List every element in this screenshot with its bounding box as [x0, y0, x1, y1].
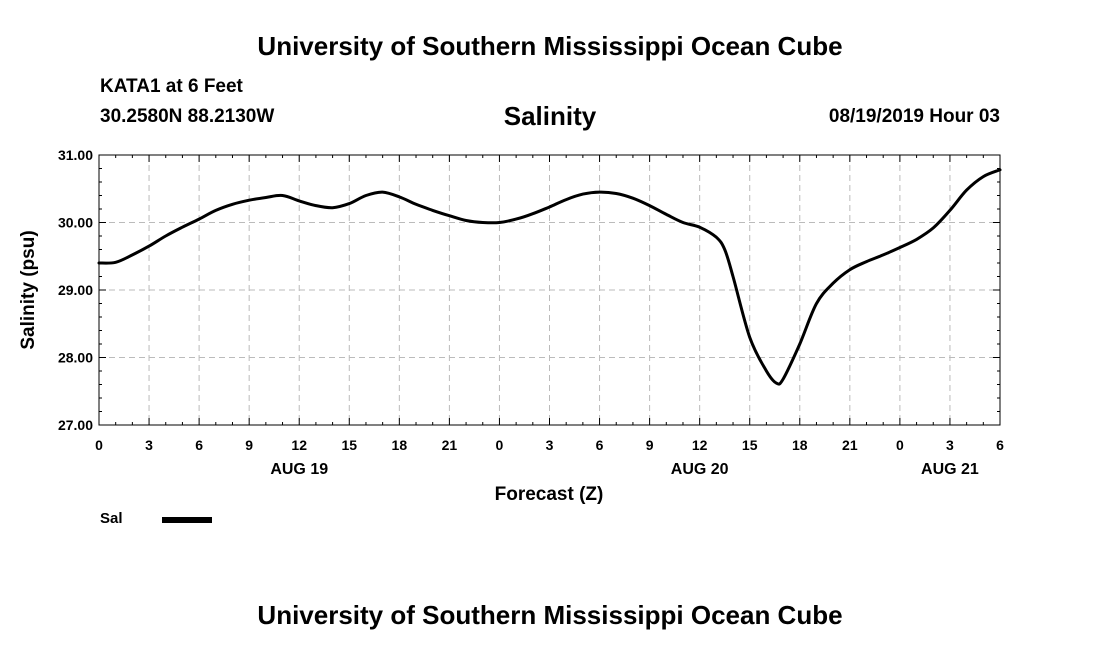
x-tick-label: 3 [145, 437, 153, 453]
legend-line-swatch [162, 517, 212, 523]
series-line-sal [97, 168, 1002, 386]
x-axis-label: Forecast (Z) [495, 484, 604, 505]
date-label: AUG 20 [671, 461, 729, 478]
x-tick-label: 9 [245, 437, 253, 453]
x-tick-label: 0 [496, 437, 504, 453]
x-axis-tick-labels: 0 3 6 9 12 15 18 21 0 3 6 9 12 15 18 21 0 3 6 [95, 437, 1004, 453]
x-tick-label: 15 [341, 437, 357, 453]
x-tick-label: 21 [442, 437, 458, 453]
x-tick-label: 15 [742, 437, 758, 453]
legend-label: Sal [100, 510, 123, 527]
x-tick-label: 12 [291, 437, 307, 453]
x-tick-label: 0 [896, 437, 904, 453]
axis-ticks [98, 154, 1001, 426]
x-tick-label: 12 [692, 437, 708, 453]
y-tick-label: 31.00 [58, 147, 93, 163]
y-axis-label: Salinity (psu) [18, 230, 39, 349]
x-tick-label: 6 [596, 437, 604, 453]
x-tick-label: 6 [996, 437, 1004, 453]
station-coordinates: 30.2580N 88.2130W [100, 106, 275, 127]
date-labels: AUG 19 AUG 20 AUG 21 [270, 461, 979, 478]
x-tick-label: 6 [195, 437, 203, 453]
y-tick-label: 28.00 [58, 350, 93, 366]
station-label: KATA1 at 6 Feet [100, 76, 243, 97]
y-axis-tick-labels: 27.00 28.00 29.00 30.00 31.00 [58, 147, 93, 433]
x-tick-label: 18 [392, 437, 408, 453]
x-tick-label: 21 [842, 437, 858, 453]
footer-title: University of Southern Mississippi Ocean… [257, 600, 843, 630]
date-label: AUG 19 [270, 461, 328, 478]
chart-grid [99, 155, 1000, 425]
x-tick-label: 18 [792, 437, 808, 453]
x-tick-label: 9 [646, 437, 654, 453]
forecast-timestamp: 08/19/2019 Hour 03 [828, 106, 1000, 127]
date-label: AUG 21 [921, 461, 979, 478]
x-tick-label: 3 [546, 437, 554, 453]
y-tick-label: 27.00 [58, 417, 93, 433]
x-tick-label: 0 [95, 437, 103, 453]
header-title: University of Southern Mississippi Ocean… [257, 31, 843, 61]
y-tick-label: 30.00 [58, 215, 93, 231]
x-tick-label: 3 [946, 437, 954, 453]
chart-title: Salinity [503, 101, 597, 131]
y-tick-label: 29.00 [58, 282, 93, 298]
